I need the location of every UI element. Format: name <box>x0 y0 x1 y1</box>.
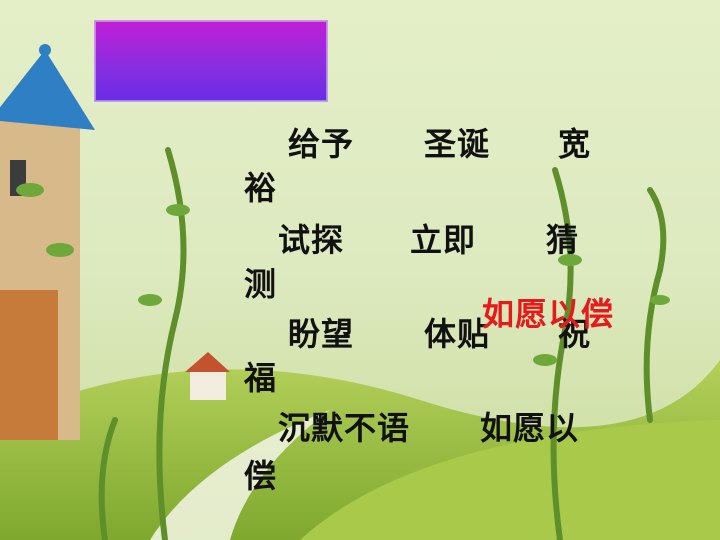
highlight-word: 如愿以偿 <box>482 295 615 333</box>
tower-house <box>0 44 95 440</box>
word: 试探 <box>278 221 345 259</box>
word-wrap: 偿 <box>244 457 278 495</box>
word-wrap: 裕 <box>244 169 278 207</box>
word-wrap: 福 <box>244 359 278 397</box>
small-house <box>185 352 230 400</box>
word: 给予 <box>288 125 355 163</box>
word: 如愿以 <box>480 409 580 447</box>
word: 圣诞 <box>424 125 491 163</box>
word: 沉默不语 <box>278 409 411 447</box>
word: 立即 <box>410 221 477 259</box>
title-box <box>94 20 328 102</box>
word-wrap: 测 <box>244 265 278 303</box>
word: 猜 <box>546 221 580 259</box>
word: 祝 <box>558 315 592 353</box>
word: 体贴 <box>424 315 491 353</box>
word: 宽 <box>558 125 592 163</box>
word: 盼望 <box>288 315 355 353</box>
